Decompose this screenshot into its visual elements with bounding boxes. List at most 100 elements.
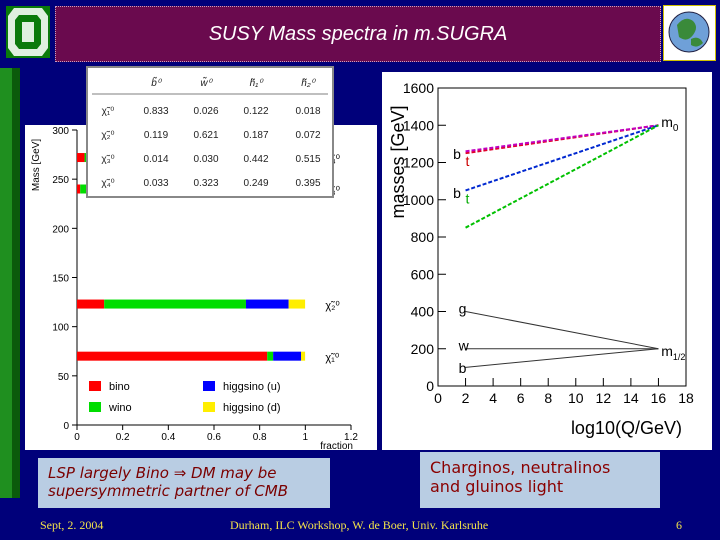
x-tick-label: 4	[489, 390, 497, 406]
composition-table-grid: b̃⁰ w̃⁰ h̃₁⁰ h̃₂⁰ χ̃₁⁰ 0.833 0.026 0.122 0.018 χ̃…	[92, 76, 328, 189]
table-row-label: χ̃₄⁰	[101, 178, 114, 189]
left-chart-axes: 0 0.2 0.4 0.6 0.8 1 1.2 0 50 100 150 200 250 300 fract…	[52, 126, 358, 450]
legend-label: higgsino (d)	[223, 402, 280, 414]
x-axis-label: log10(Q/GeV)	[571, 418, 682, 438]
table-cell: 0.033	[143, 178, 168, 189]
m0-subscript: 0	[673, 123, 679, 134]
bar-segment	[288, 299, 306, 309]
y-tick-label: 1200	[403, 155, 434, 171]
sbottom2-label: b	[453, 185, 461, 201]
x-tick-label: 2	[462, 390, 470, 406]
x-tick-label: 0.4	[161, 432, 175, 443]
legend-label: higgsino (u)	[223, 381, 280, 393]
x-tick-label: 1	[303, 432, 309, 443]
y-tick-label: 250	[52, 175, 69, 186]
slide-title: SUSY Mass spectra in m.SUGRA	[208, 22, 508, 45]
x-tick-label: 6	[517, 390, 525, 406]
y-tick-label: 200	[52, 224, 69, 235]
y-tick-label: 50	[58, 372, 70, 383]
composition-table: b̃⁰ w̃⁰ h̃₁⁰ h̃₂⁰ χ̃₁⁰ 0.833 0.026 0.122 0.018 χ̃…	[86, 66, 334, 198]
table-header: b̃⁰	[151, 76, 163, 89]
x-tick-label: 0	[434, 390, 442, 406]
table-cell: 0.030	[193, 154, 218, 165]
lsp-note-line1: LSP largely Bino ⇒ DM may be	[48, 464, 277, 482]
legend-swatch	[89, 381, 101, 391]
lsp-note-box: LSP largely Bino ⇒ DM may be supersymmet…	[38, 458, 330, 508]
y-tick-label: 1400	[403, 117, 434, 133]
y-tick-label: 200	[411, 341, 435, 357]
charginos-note-line1: Charginos, neutralinos	[430, 458, 611, 477]
footer-center: Durham, ILC Workshop, W. de Boer, Univ. …	[230, 518, 489, 532]
bar-segment	[77, 153, 85, 163]
bar-segment	[300, 351, 306, 361]
workshop-logo-icon	[663, 5, 716, 61]
table-cell: 0.395	[295, 178, 320, 189]
sbottom-label: b	[453, 146, 461, 162]
x-tick-label: 10	[568, 390, 584, 406]
wino-label: w	[458, 338, 470, 354]
legend-label: bino	[109, 381, 130, 393]
table-cell: 0.187	[243, 130, 268, 141]
x-tick-label: 1.2	[344, 432, 358, 443]
x-tick-label: 0.6	[207, 432, 221, 443]
slide-title-bar: SUSY Mass spectra in m.SUGRA	[55, 6, 661, 62]
series-line	[465, 124, 659, 229]
y-tick-label: 600	[411, 266, 435, 282]
mhalf-subscript: 1/2	[673, 352, 686, 362]
x-tick-label: 16	[651, 390, 667, 406]
legend-swatch	[89, 402, 101, 412]
table-cell: 0.026	[193, 106, 218, 117]
bar-label: χ̃₁⁰	[325, 352, 339, 364]
lsp-note-line2: supersymmetric partner of CMB	[48, 482, 288, 500]
table-row-label: χ̃₂⁰	[101, 130, 114, 141]
bar-segment	[77, 351, 268, 361]
table-cell: 0.621	[193, 130, 218, 141]
bar-segment	[267, 351, 274, 361]
x-tick-label: 8	[544, 390, 552, 406]
y-tick-label: 0	[63, 421, 69, 432]
bar-segment	[104, 299, 246, 309]
legend-swatch	[203, 381, 215, 391]
bino-label: b	[459, 360, 467, 376]
bar-segment	[245, 299, 289, 309]
table-cell: 0.018	[295, 106, 320, 117]
bar-segment	[77, 184, 81, 194]
y-tick-label: 1000	[403, 192, 434, 208]
table-cell: 0.014	[143, 154, 168, 165]
table-cell: 0.119	[144, 130, 169, 141]
legend-swatch	[203, 402, 215, 412]
stop2-label: t	[466, 190, 470, 206]
charginos-note-box: Charginos, neutralinos and gluinos light	[420, 452, 660, 508]
y-tick-label: 150	[52, 274, 69, 285]
x-tick-label: 18	[678, 390, 694, 406]
table-cell: 0.122	[243, 106, 268, 117]
footer-page-number: 6	[676, 518, 682, 532]
table-row-label: χ̃₁⁰	[102, 106, 115, 117]
y-tick-label: 300	[52, 126, 69, 137]
x-axis-label: fraction	[320, 441, 353, 450]
y-tick-label: 1600	[403, 80, 434, 96]
table-row-label: χ̃₃⁰	[101, 154, 114, 165]
table-cell: 0.072	[295, 130, 320, 141]
x-tick-label: 12	[596, 390, 612, 406]
charginos-note-line2: and gluinos light	[430, 477, 564, 496]
table-cell: 0.442	[243, 154, 268, 165]
x-tick-label: 0.8	[253, 432, 267, 443]
y-tick-label: 400	[411, 304, 435, 320]
y-tick-label: 800	[411, 229, 435, 245]
series-line	[465, 311, 659, 350]
bar-segment	[273, 351, 301, 361]
table-header: h̃₂⁰	[301, 78, 316, 89]
bar-segment	[80, 184, 88, 194]
stop-label: t	[466, 153, 470, 169]
mass-running-chart: 0 2 4 6 8 10 12 14 16 18 0 200 400 600 800 1000 1200 1400…	[382, 72, 712, 450]
table-header: h̃₁⁰	[250, 78, 265, 89]
table-cell: 0.249	[243, 178, 268, 189]
y-tick-label: 0	[426, 378, 434, 394]
right-chart-axes: 0 2 4 6 8 10 12 14 16 18 0 200 400 600 800 1000 1200 1400…	[388, 80, 694, 438]
series-line	[465, 124, 659, 192]
legend-label: wino	[108, 402, 132, 414]
series-line	[465, 124, 659, 153]
x-tick-label: 14	[623, 390, 639, 406]
